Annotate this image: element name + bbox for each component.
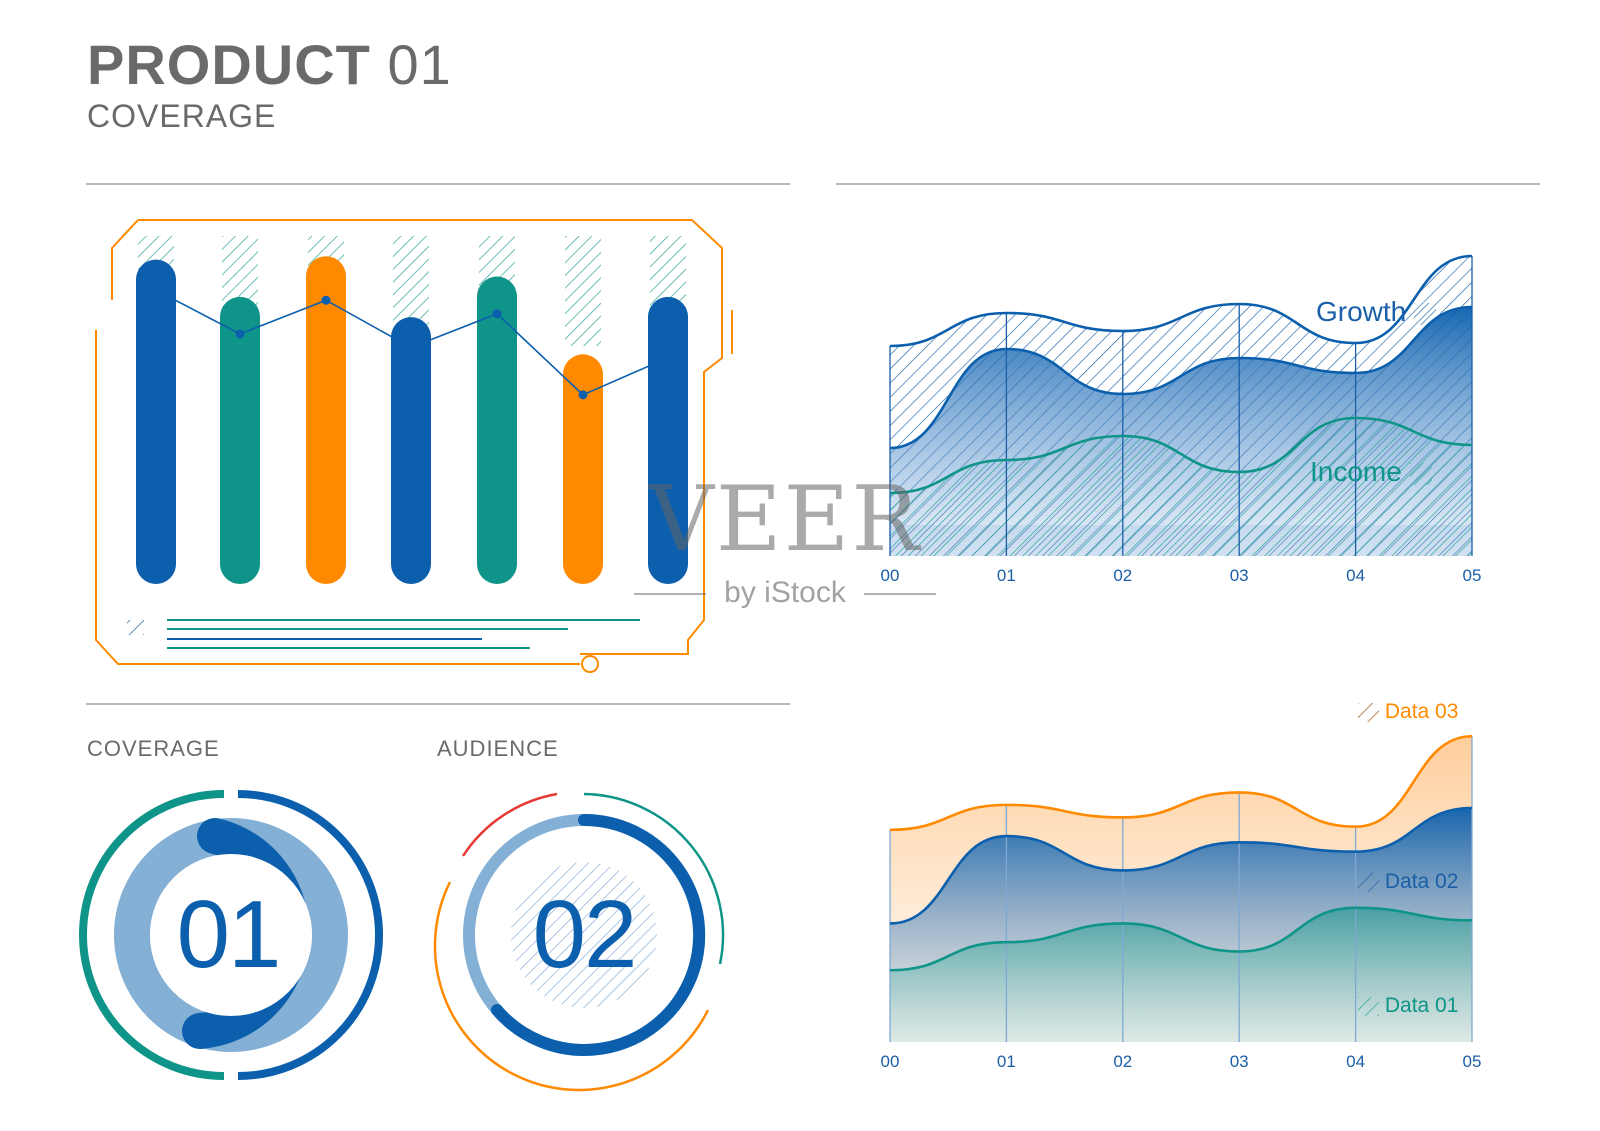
area2-tick-03: 03 <box>1229 1052 1249 1071</box>
bar-overlay-point-2 <box>235 329 245 339</box>
bar-chart <box>136 236 688 584</box>
area1-line-1 <box>889 254 1473 348</box>
gauge2-red-arc <box>461 792 558 857</box>
area2-tick-05: 05 <box>1462 1052 1482 1071</box>
gauge1-outer-blue-arc <box>237 790 383 1080</box>
area2-tick-02: 02 <box>1113 1052 1133 1071</box>
area1-tick-04: 04 <box>1346 566 1366 585</box>
bar-1 <box>136 259 176 584</box>
page-subtitle: COVERAGE <box>87 98 277 134</box>
gauge2-hatch-disc <box>511 862 657 1008</box>
data-series-chart <box>889 734 1473 1042</box>
gauge2-orange-arc <box>433 881 710 1092</box>
legend-data03: Data 03 <box>1358 700 1458 724</box>
legend-income: Income <box>1310 456 1432 488</box>
legend-data02-hatch-icon <box>1358 872 1379 892</box>
bar-hatch-6 <box>565 236 601 346</box>
area2-line-1 <box>889 734 1473 832</box>
title-number: 01 <box>387 33 452 96</box>
coverage-gauge <box>79 790 383 1080</box>
audience-gauge <box>433 792 725 1092</box>
area2-tick-04: 04 <box>1346 1052 1366 1071</box>
audience-value: 02 <box>532 881 638 988</box>
title-product: PRODUCT <box>87 33 371 96</box>
page-title: PRODUCT 01 <box>87 32 452 97</box>
area1-tick-03: 03 <box>1229 566 1249 585</box>
area1-tick-05: 05 <box>1462 566 1482 585</box>
bar-4 <box>391 317 431 584</box>
area2-tick-00: 00 <box>880 1052 900 1071</box>
bar-legend-swatch <box>127 620 144 635</box>
legend-data02: Data 02 <box>1358 870 1458 894</box>
bar-5 <box>477 276 517 584</box>
bar-overlay-point-3 <box>321 295 331 305</box>
area2-line-2 <box>889 806 1473 925</box>
bar-overlay-point-5 <box>492 309 502 319</box>
legend-income-hatch-icon <box>1409 462 1432 485</box>
area1-tick-02: 02 <box>1113 566 1133 585</box>
bar-7 <box>648 296 688 584</box>
area1-tick-01: 01 <box>996 566 1016 585</box>
bar-chart-frame <box>95 219 733 673</box>
area1-line-3 <box>889 416 1473 495</box>
area2-line-3 <box>889 906 1473 972</box>
bar-overlay-point-4 <box>406 343 416 353</box>
frame-node-circle <box>581 655 599 673</box>
gauge2-value-arc <box>491 814 706 1056</box>
coverage-value: 01 <box>176 881 282 988</box>
area1-area-3 <box>890 418 1472 556</box>
bar-overlay-point-6 <box>578 390 588 400</box>
area1-line-2 <box>889 305 1473 450</box>
bar-2 <box>220 296 260 584</box>
bar-6 <box>563 354 603 584</box>
legend-growth: Growth <box>1316 296 1437 328</box>
gauge2-teal-arc <box>583 792 725 965</box>
gauge1-inner <box>150 854 312 1016</box>
bar-3 <box>306 256 346 584</box>
coverage-label: COVERAGE <box>87 736 220 761</box>
legend-data01: Data 01 <box>1358 994 1458 1018</box>
audience-label: AUDIENCE <box>437 736 559 761</box>
area1-tick-00: 00 <box>880 566 900 585</box>
growth-income-chart <box>889 254 1473 556</box>
legend-growth-hatch-icon <box>1414 302 1437 325</box>
gauge1-outer-teal-arc <box>79 790 225 1080</box>
legend-data03-hatch-icon <box>1358 702 1379 722</box>
legend-data01-hatch-icon <box>1358 996 1379 1016</box>
area2-tick-01: 01 <box>996 1052 1016 1071</box>
